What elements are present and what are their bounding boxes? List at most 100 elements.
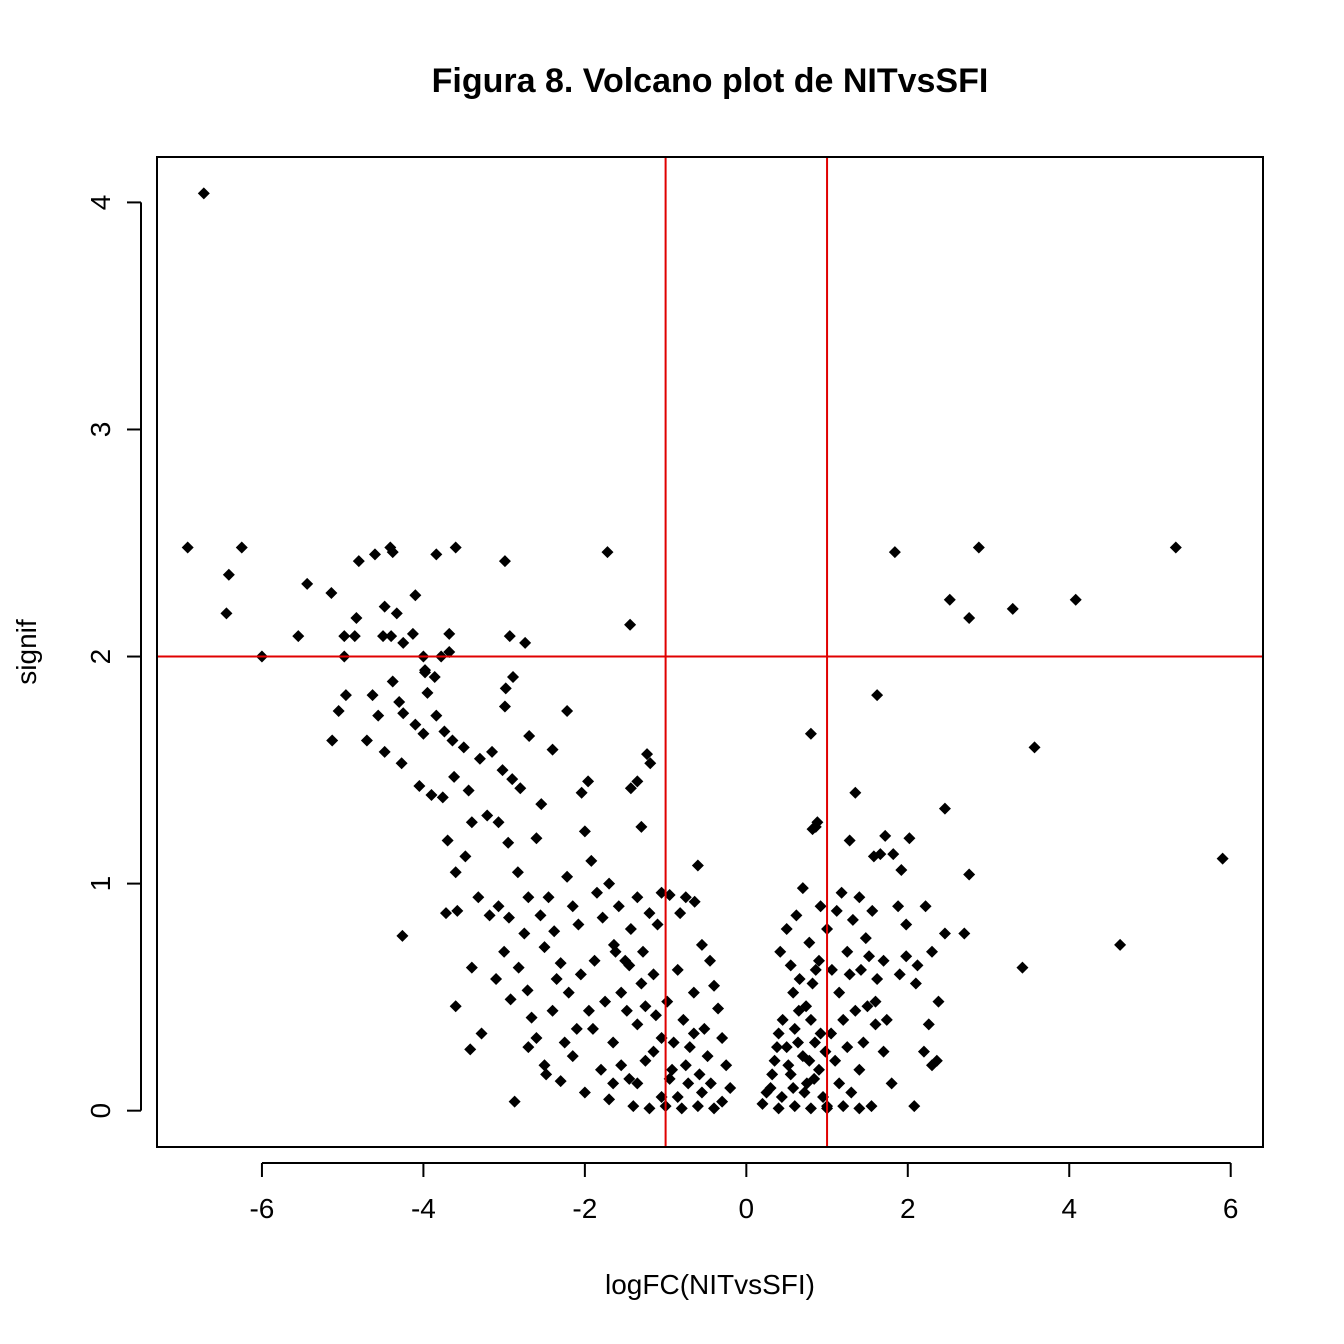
data-point (636, 945, 649, 958)
data-point (1216, 852, 1229, 865)
data-point (853, 1063, 866, 1076)
data-point (582, 1004, 595, 1017)
data-point (635, 820, 648, 833)
data-point (859, 932, 872, 945)
data-point (943, 593, 956, 606)
data-point (490, 972, 503, 985)
data-point (926, 945, 939, 958)
data-point (421, 686, 434, 699)
data-point (720, 1059, 733, 1072)
data-point (530, 1032, 543, 1045)
data-point (900, 918, 913, 931)
data-point (590, 886, 603, 899)
data-point (808, 1072, 821, 1085)
data-point (448, 770, 461, 783)
data-point (548, 925, 561, 938)
data-point (756, 1097, 769, 1110)
data-point (441, 834, 454, 847)
data-point (550, 972, 563, 985)
data-point (932, 995, 945, 1008)
data-point (784, 959, 797, 972)
data-point (554, 957, 567, 970)
data-point (780, 1041, 793, 1054)
data-point (879, 829, 892, 842)
data-point (502, 836, 515, 849)
data-point (366, 689, 379, 702)
data-point (446, 734, 459, 747)
data-point (631, 1077, 644, 1090)
data-point (911, 959, 924, 972)
data-point (574, 968, 587, 981)
data-point (649, 1009, 662, 1022)
data-point (451, 904, 464, 917)
data-point (963, 868, 976, 881)
data-point (449, 1000, 462, 1013)
data-point (687, 1027, 700, 1040)
data-point (845, 1086, 858, 1099)
data-point (833, 1077, 846, 1090)
data-point (546, 743, 559, 756)
y-tick-label: 4 (85, 195, 116, 211)
data-point (464, 1043, 477, 1056)
data-point (620, 1004, 633, 1017)
data-point (804, 1013, 817, 1026)
data-point (220, 607, 233, 620)
data-point (693, 1068, 706, 1081)
data-point (766, 1068, 779, 1081)
data-point (803, 936, 816, 949)
data-point (338, 630, 351, 643)
data-point (396, 929, 409, 942)
data-point (938, 802, 951, 815)
data-point (772, 1102, 785, 1115)
data-point (695, 938, 708, 951)
data-point (963, 611, 976, 624)
data-point (360, 734, 373, 747)
data-point (841, 1041, 854, 1054)
data-point (601, 546, 614, 559)
data-point (667, 1036, 680, 1049)
data-point (647, 1045, 660, 1058)
data-point (788, 1022, 801, 1035)
data-point (352, 555, 365, 568)
data-point (631, 775, 644, 788)
y-tick-label: 2 (85, 649, 116, 665)
data-point (814, 1027, 827, 1040)
data-point (570, 1022, 583, 1035)
x-tick-label: 2 (900, 1193, 916, 1224)
data-point (843, 834, 856, 847)
data-point (572, 918, 585, 931)
data-point (787, 986, 800, 999)
data-point (417, 727, 430, 740)
data-point (368, 548, 381, 561)
x-tick-label: -4 (411, 1193, 436, 1224)
data-point (812, 954, 825, 967)
data-point (519, 636, 532, 649)
data-point (866, 904, 879, 917)
data-point (443, 627, 456, 640)
data-point (893, 968, 906, 981)
data-point (603, 877, 616, 890)
data-point (492, 900, 505, 913)
data-point (829, 1054, 842, 1067)
data-point (1016, 961, 1029, 974)
data-point (438, 725, 451, 738)
data-point (428, 670, 441, 683)
data-point (666, 1063, 679, 1076)
data-point (348, 630, 361, 643)
data-point (814, 900, 827, 913)
data-point (887, 848, 900, 861)
data-point (222, 568, 235, 581)
data-point (639, 1000, 652, 1013)
data-point (507, 670, 520, 683)
y-tick-label: 1 (85, 876, 116, 892)
data-point (784, 1068, 797, 1081)
data-point (578, 825, 591, 838)
data-point (835, 886, 848, 899)
data-point (562, 986, 575, 999)
data-point (561, 705, 574, 718)
data-point (803, 1054, 816, 1067)
data-point (701, 1050, 714, 1063)
data-point (325, 586, 338, 599)
data-point (596, 911, 609, 924)
data-point (655, 1032, 668, 1045)
